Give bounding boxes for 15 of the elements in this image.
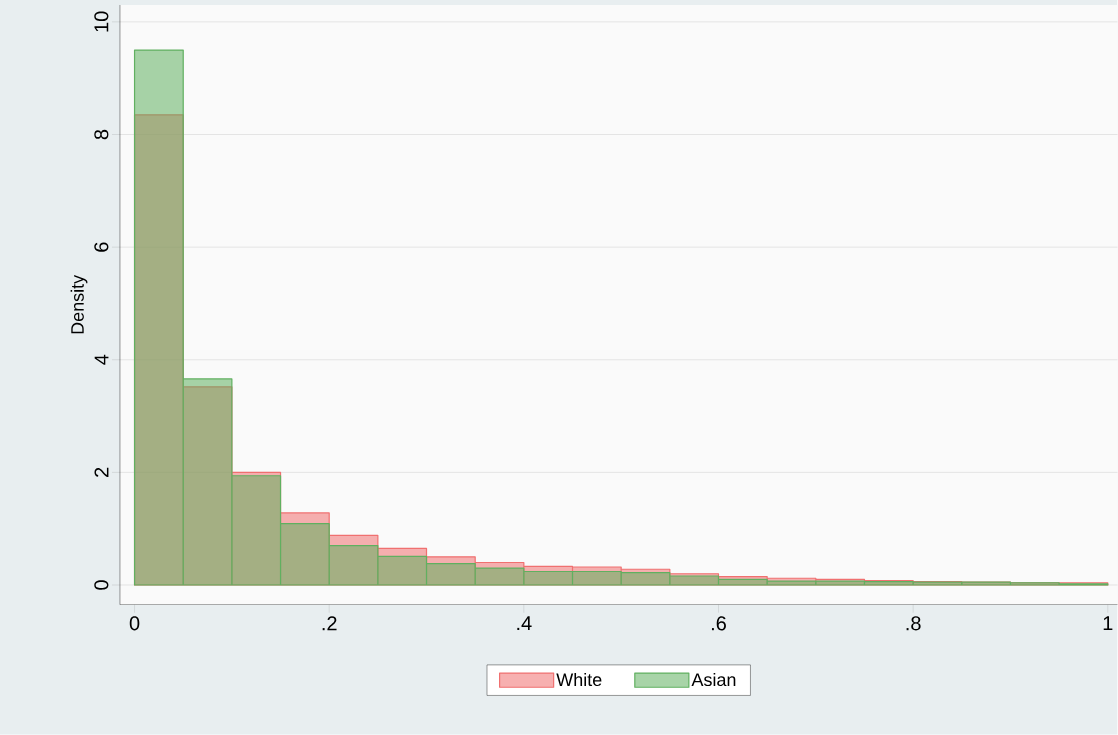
x-tick-label: .8 (906, 616, 921, 631)
y-tick-label: 10 (94, 11, 109, 32)
y-tick-label: 2 (94, 468, 109, 478)
x-tick-label: .6 (711, 616, 726, 631)
x-tick-label: 0 (129, 616, 140, 631)
y-tick-label: 8 (94, 129, 109, 140)
y-axis-title: Density (70, 275, 88, 334)
x-tick-label: .4 (517, 616, 532, 631)
x-tick-label: .2 (322, 616, 337, 631)
x-tick-label: 1 (1103, 616, 1113, 631)
y-tick-label: 6 (94, 242, 109, 252)
y-tick-label: 0 (94, 580, 109, 590)
legend-label: White (556, 673, 602, 687)
legend-label: Asian (691, 673, 736, 687)
y-tick-label: 4 (94, 354, 109, 366)
